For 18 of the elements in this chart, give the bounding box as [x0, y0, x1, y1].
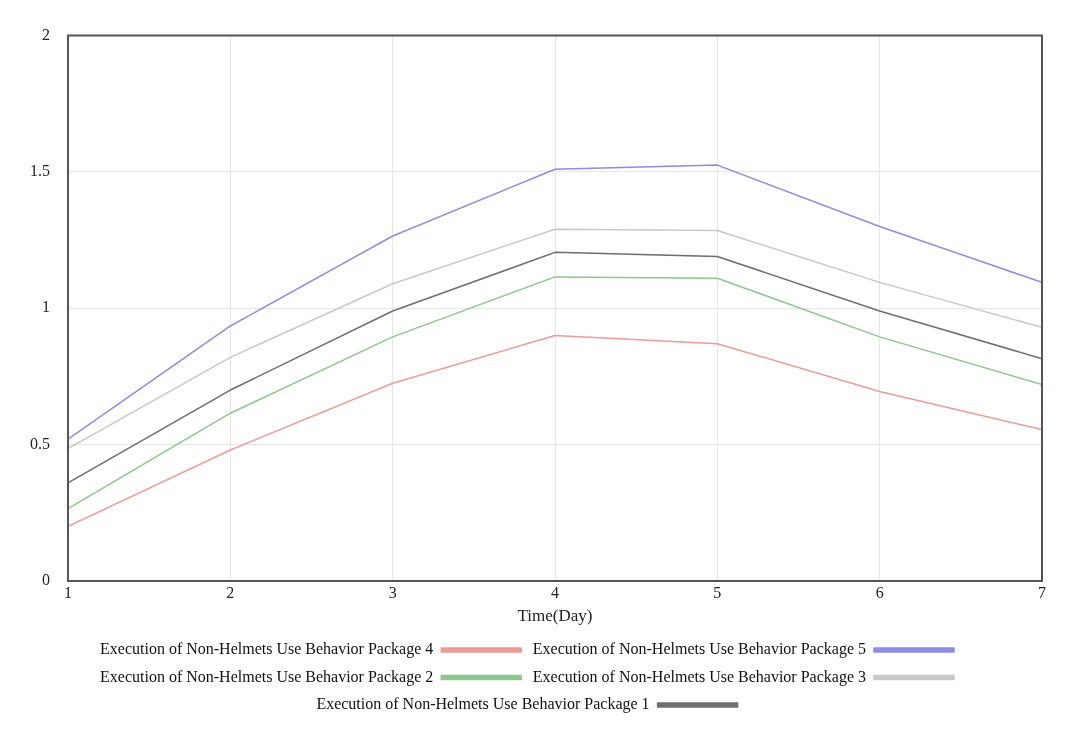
y-tick-label: 2: [42, 25, 50, 43]
y-tick-label: 1: [42, 298, 50, 316]
legend-label: Execution of Non-Helmets Use Behavior Package 2: [100, 667, 434, 686]
y-tick-label: 0.5: [30, 434, 50, 452]
y-tick-label: 0: [42, 571, 50, 589]
legend-label: Execution of Non-Helmets Use Behavior Package 3: [532, 667, 866, 686]
x-tick-label: 1: [64, 583, 72, 601]
x-axis-title: Time(Day): [517, 605, 593, 625]
legend-label: Execution of Non-Helmets Use Behavior Package 4: [100, 640, 434, 659]
x-tick-label: 3: [388, 583, 397, 601]
y-tick-label: 1.5: [30, 162, 50, 180]
x-tick-label: 2: [226, 583, 235, 601]
x-tick-label: 7: [1038, 583, 1046, 601]
x-tick-label: 4: [551, 583, 559, 601]
legend-label: Execution of Non-Helmets Use Behavior Package 5: [532, 640, 866, 659]
x-tick-label: 6: [875, 583, 884, 601]
legend-label: Execution of Non-Helmets Use Behavior Package 1: [316, 695, 650, 714]
x-tick-label: 5: [713, 583, 722, 601]
